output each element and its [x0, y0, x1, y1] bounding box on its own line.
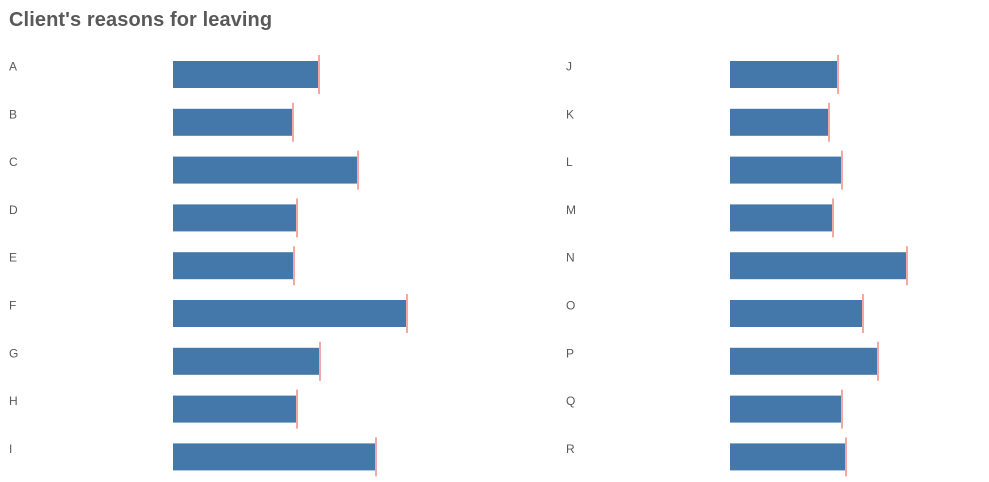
bar-i[interactable]	[173, 443, 375, 471]
bar-d[interactable]	[173, 204, 296, 232]
category-label-l: L	[566, 155, 573, 169]
bar-a[interactable]	[173, 61, 318, 88]
category-label-i: I	[9, 442, 12, 456]
category-label-a: A	[9, 60, 17, 74]
category-label-d: D	[9, 203, 18, 217]
bar-j[interactable]	[730, 61, 837, 88]
category-label-p: P	[566, 346, 574, 360]
bar-k[interactable]	[730, 108, 828, 136]
bar-g[interactable]	[173, 347, 319, 375]
chart-panel-right: J K L M N O P Q R	[566, 55, 908, 477]
bar-c[interactable]	[173, 156, 357, 184]
category-label-k: K	[566, 107, 574, 121]
bar-f[interactable]	[173, 300, 406, 327]
category-label-b: B	[9, 107, 17, 121]
chart-title: Client's reasons for leaving	[9, 9, 273, 31]
bar-q[interactable]	[730, 395, 841, 423]
bar-p[interactable]	[730, 347, 877, 375]
bar-m[interactable]	[730, 204, 832, 232]
category-label-h: H	[9, 394, 18, 408]
category-label-e: E	[9, 251, 17, 265]
bar-o[interactable]	[730, 300, 862, 327]
chart-panel-left: A B C D E F G H I	[9, 55, 408, 477]
category-label-r: R	[566, 442, 575, 456]
category-label-f: F	[9, 299, 16, 313]
bar-l[interactable]	[730, 156, 841, 184]
bar-e[interactable]	[173, 252, 293, 280]
bar-b[interactable]	[173, 108, 292, 136]
category-label-c: C	[9, 155, 18, 169]
bar-r[interactable]	[730, 443, 845, 471]
category-label-j: J	[566, 60, 572, 74]
bar-h[interactable]	[173, 395, 296, 423]
category-label-n: N	[566, 251, 575, 265]
category-label-m: M	[566, 203, 576, 217]
category-label-o: O	[566, 299, 575, 313]
category-label-g: G	[9, 346, 18, 360]
bar-n[interactable]	[730, 252, 906, 280]
category-label-q: Q	[566, 394, 575, 408]
